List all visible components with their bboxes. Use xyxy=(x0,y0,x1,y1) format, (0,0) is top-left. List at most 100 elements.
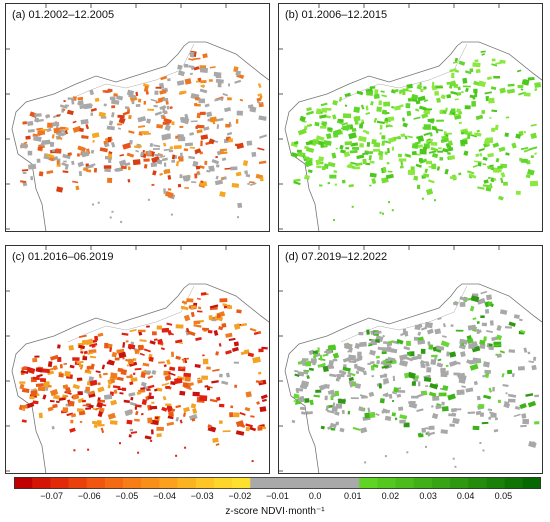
trend-patch xyxy=(152,170,157,176)
trend-patch xyxy=(204,103,210,108)
trend-patch xyxy=(437,358,442,362)
trend-patch xyxy=(341,122,348,126)
trend-patch xyxy=(226,131,233,136)
trend-patch xyxy=(76,408,84,413)
trend-patch xyxy=(387,356,396,362)
trend-patch xyxy=(445,364,449,368)
trend-patch xyxy=(113,389,118,394)
trend-patch xyxy=(483,336,487,342)
trend-patch xyxy=(160,75,168,81)
trend-patch xyxy=(379,373,388,379)
trend-patch xyxy=(366,91,374,96)
trend-patch xyxy=(457,372,466,380)
trend-patch xyxy=(385,173,394,180)
trend-patch xyxy=(247,352,255,358)
trend-patch xyxy=(436,362,444,368)
trend-patch xyxy=(161,382,170,387)
trend-patch xyxy=(430,142,438,146)
trend-patch xyxy=(354,119,359,125)
trend-patch xyxy=(347,371,352,376)
trend-patch xyxy=(426,328,434,335)
trend-patch xyxy=(393,135,401,141)
trend-patch xyxy=(90,112,94,116)
trend-patch xyxy=(70,413,77,418)
trend-patch xyxy=(490,86,497,90)
trend-patch xyxy=(480,290,488,295)
trend-patch xyxy=(210,304,219,309)
trend-patch xyxy=(162,121,170,125)
trend-patch xyxy=(532,356,537,361)
trend-patch xyxy=(473,380,478,386)
trend-patch xyxy=(436,166,441,171)
trend-patch xyxy=(426,367,432,373)
trend-patch xyxy=(194,148,202,154)
trend-patch xyxy=(255,380,264,384)
trend-patch xyxy=(79,104,86,110)
trend-patch xyxy=(381,135,386,140)
trend-patch xyxy=(482,449,485,452)
trend-patch xyxy=(189,132,195,136)
trend-patch xyxy=(245,426,250,432)
trend-patch xyxy=(126,364,130,367)
trend-patch xyxy=(207,387,211,391)
trend-patch xyxy=(530,123,537,127)
trend-patch xyxy=(154,416,159,420)
trend-patch xyxy=(155,86,162,89)
trend-patch xyxy=(188,155,196,160)
trend-patch xyxy=(127,179,131,183)
trend-patch xyxy=(447,393,456,401)
trend-patch xyxy=(516,69,522,73)
colorbar-segment xyxy=(159,477,178,489)
trend-patch xyxy=(333,219,335,222)
trend-patch xyxy=(376,106,382,112)
trend-patch xyxy=(467,133,471,139)
trend-patch xyxy=(192,160,199,168)
trend-patch xyxy=(58,397,66,401)
trend-patch xyxy=(167,188,172,191)
trend-patch xyxy=(472,425,480,431)
trend-patch xyxy=(417,331,422,336)
trend-patch xyxy=(73,449,76,452)
trend-patch xyxy=(369,361,375,365)
trend-patch xyxy=(493,428,499,433)
trend-patch xyxy=(245,173,251,178)
trend-patch xyxy=(497,399,502,403)
map-b-canvas xyxy=(279,4,542,231)
trend-patch xyxy=(293,178,301,182)
trend-patch xyxy=(199,165,205,169)
trend-patch xyxy=(507,369,513,375)
trend-patch xyxy=(505,392,508,395)
trend-patch xyxy=(110,399,118,406)
trend-patch xyxy=(508,349,516,353)
trend-patch xyxy=(103,165,112,169)
trend-patch xyxy=(175,339,183,344)
trend-patch xyxy=(320,425,325,430)
trend-patch xyxy=(459,338,468,345)
trend-patch xyxy=(21,387,30,393)
trend-patch xyxy=(219,298,228,303)
trend-patch xyxy=(189,413,198,421)
colorbar-tick-label: 0.02 xyxy=(381,491,400,501)
trend-patch xyxy=(416,84,423,90)
trend-patch xyxy=(531,364,537,371)
trend-patch xyxy=(259,406,267,413)
trend-patch xyxy=(406,154,411,157)
trend-patch xyxy=(180,305,189,311)
trend-patch xyxy=(306,107,312,112)
trend-patch xyxy=(257,147,265,151)
trend-patch xyxy=(122,111,130,116)
trend-patch xyxy=(469,363,479,371)
trend-patch xyxy=(381,94,388,98)
trend-patch xyxy=(32,400,39,405)
trend-patch xyxy=(476,395,481,401)
trend-patch xyxy=(373,148,380,152)
trend-patch xyxy=(122,342,126,348)
trend-patch xyxy=(220,177,224,180)
trend-patch xyxy=(464,105,471,110)
trend-patch xyxy=(402,122,408,128)
trend-patch xyxy=(321,165,326,171)
trend-patch xyxy=(488,343,493,348)
trend-patch xyxy=(403,372,410,379)
trend-patch xyxy=(129,139,133,145)
trend-patch xyxy=(334,183,338,186)
